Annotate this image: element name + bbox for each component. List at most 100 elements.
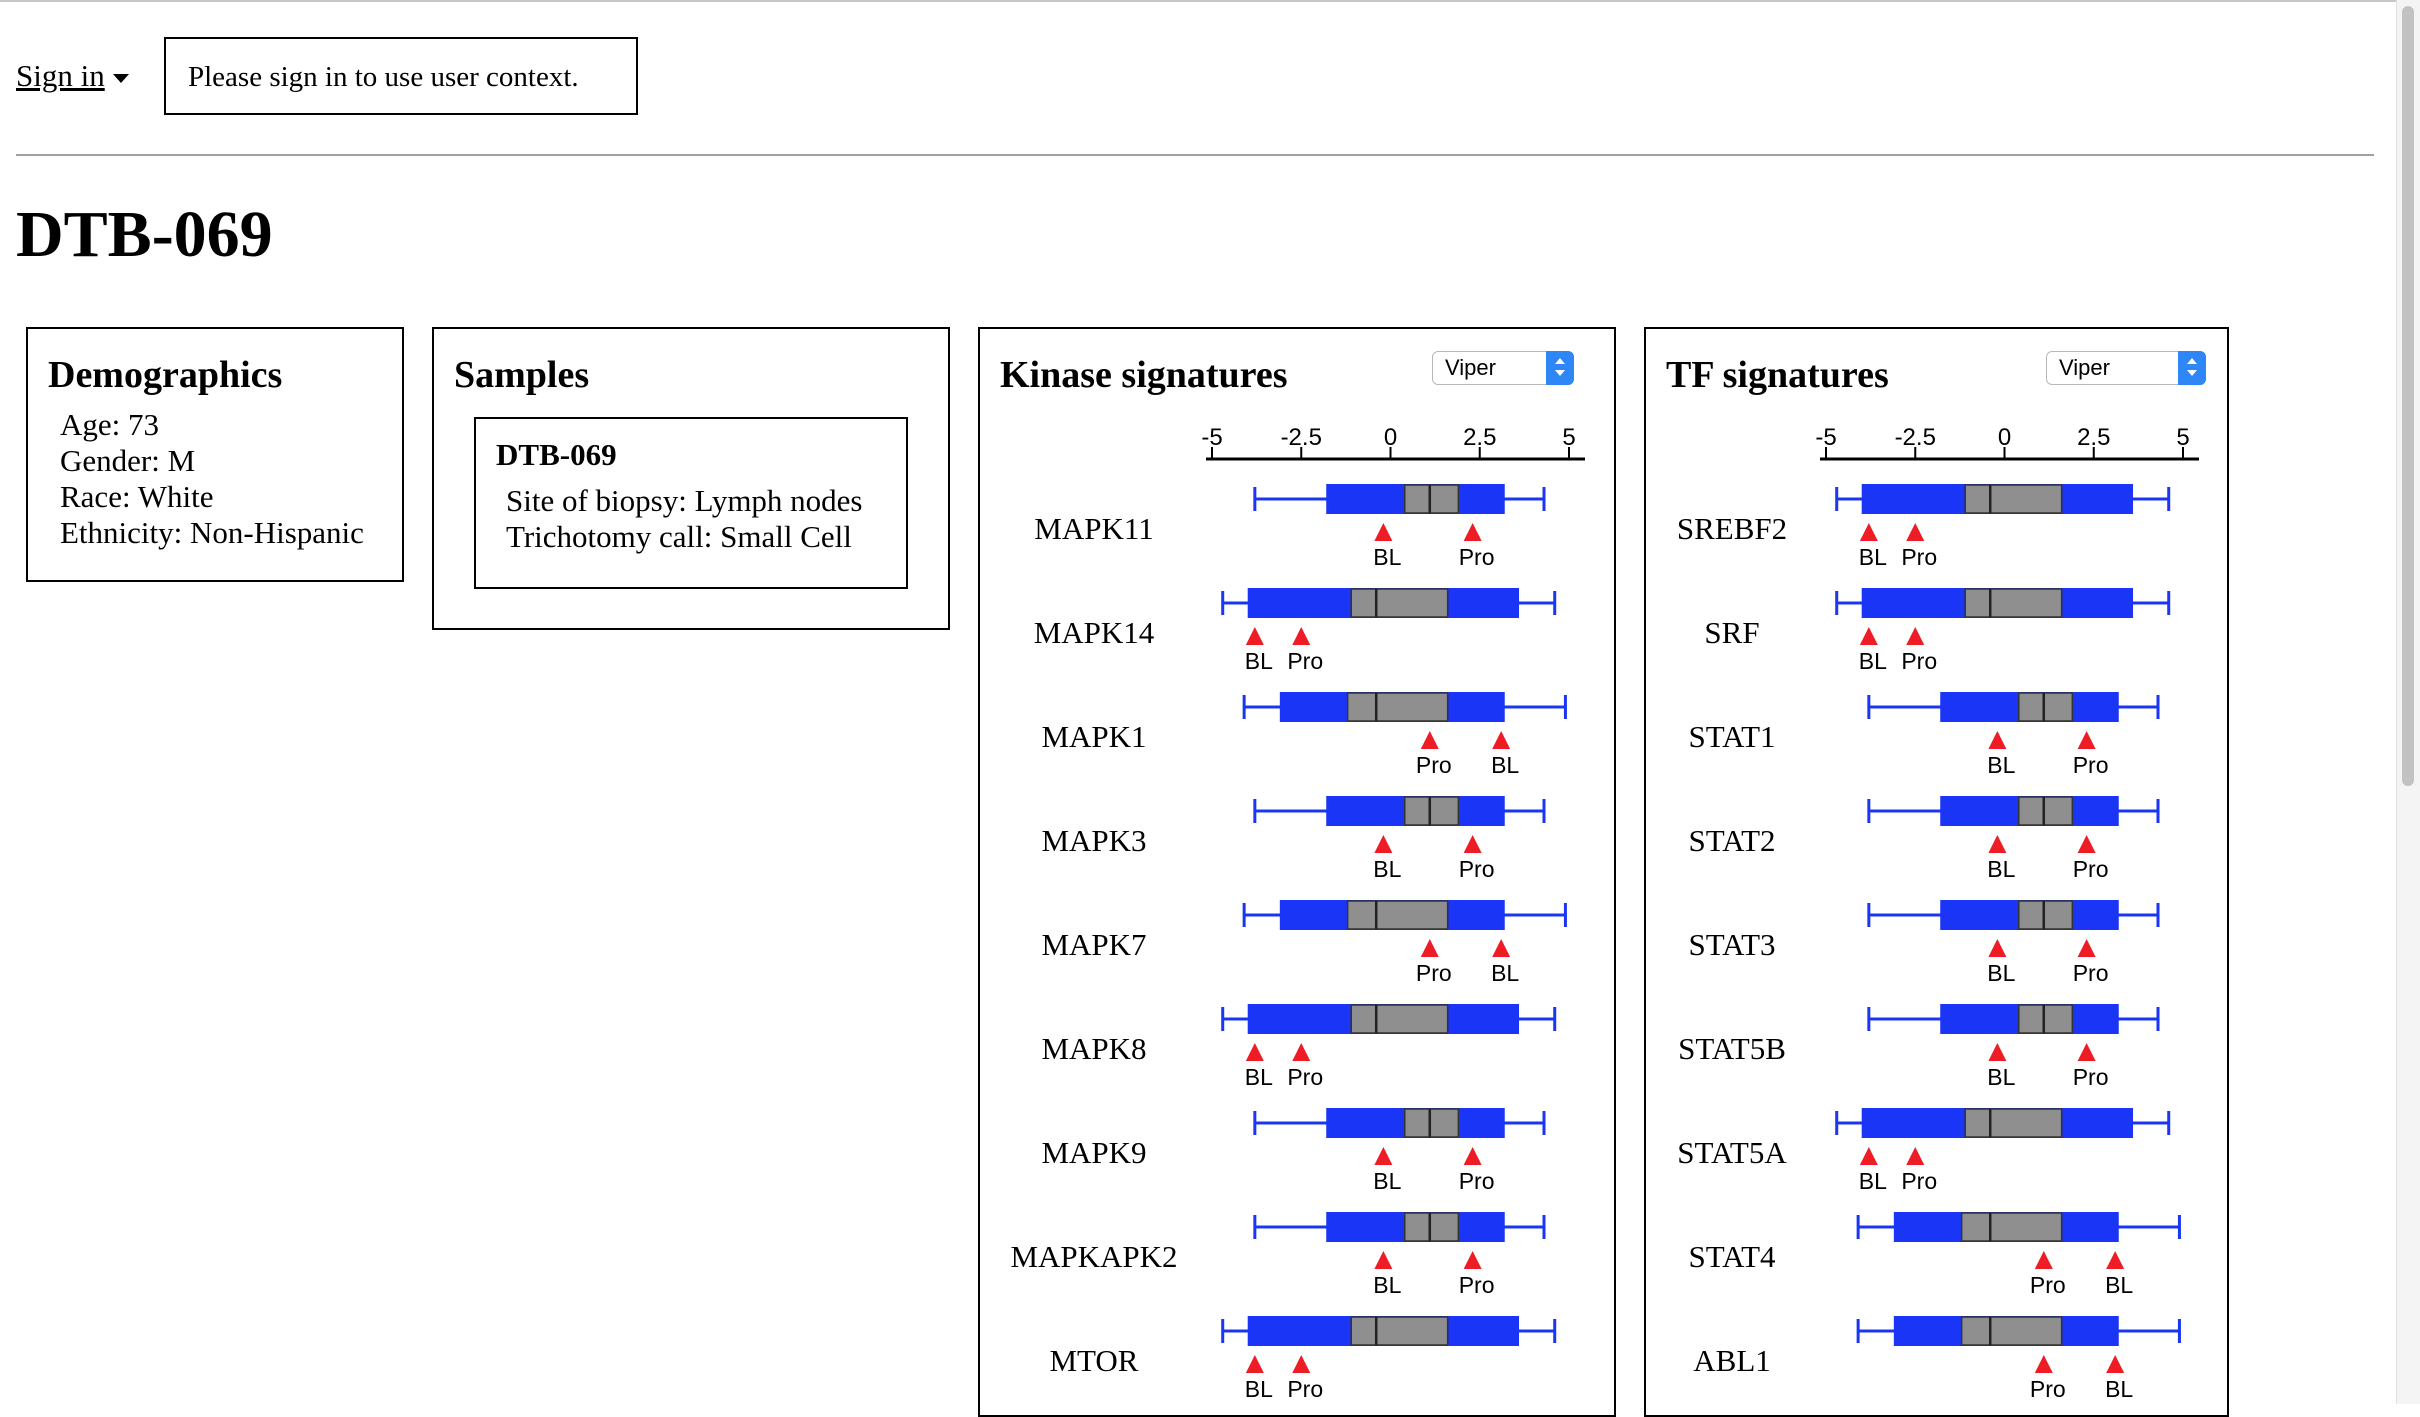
kinase-marker-label-6-pro: Pro — [1459, 1168, 1495, 1194]
kinase-gene-label-mtor: MTOR — [1049, 1343, 1138, 1378]
tf-tick-label-2: 0 — [1998, 424, 2011, 451]
kinase-gene-label-mapk3: MAPK3 — [1041, 823, 1146, 858]
sample-card[interactable]: DTB-069 Site of biopsy: Lymph nodes Tric… — [474, 417, 908, 589]
tf-marker-label-7-bl: BL — [2105, 1272, 2133, 1298]
tf-marker-label-4-pro: Pro — [2073, 960, 2109, 986]
kinase-marker-8-pro — [1292, 1355, 1311, 1373]
tf-marker-label-7-pro: Pro — [2030, 1272, 2066, 1298]
kinase-gene-label-mapk7: MAPK7 — [1041, 927, 1146, 962]
kinase-marker-label-8-pro: Pro — [1287, 1376, 1323, 1399]
page-scrollbar-thumb[interactable] — [2402, 6, 2414, 786]
tf-marker-5-bl — [1988, 1043, 2007, 1061]
tf-gene-label-stat1: STAT1 — [1688, 719, 1775, 754]
kinase-marker-label-2-bl: BL — [1491, 752, 1519, 778]
tf-iqr-8 — [1960, 1316, 2063, 1346]
kinase-marker-2-bl — [1492, 731, 1511, 749]
kinase-panel: Kinase signatures Viper -5 -2.5 0 2.5 5 MAPK1… — [978, 327, 1616, 1417]
tf-marker-7-pro — [2034, 1251, 2053, 1269]
kinase-gene-label-mapk14: MAPK14 — [1034, 615, 1155, 650]
kinase-marker-7-pro — [1463, 1251, 1482, 1269]
sample-name: DTB-069 — [496, 437, 617, 472]
sample-site: Site of biopsy: Lymph nodes — [506, 483, 863, 518]
tf-marker-6-pro — [1906, 1147, 1925, 1165]
kinase-iqr-5 — [1350, 1004, 1449, 1034]
tf-marker-7-bl — [2106, 1251, 2125, 1269]
kinase-marker-7-bl — [1374, 1251, 1393, 1269]
kinase-marker-label-4-bl: BL — [1491, 960, 1519, 986]
tf-marker-label-2-bl: BL — [1987, 752, 2015, 778]
kinase-iqr-6 — [1404, 1108, 1460, 1138]
tf-marker-3-pro — [2077, 835, 2096, 853]
tf-gene-label-stat5a: STAT5A — [1677, 1135, 1787, 1170]
caret-down-icon — [112, 74, 129, 84]
tf-gene-label-stat2: STAT2 — [1688, 823, 1775, 858]
kinase-tick-label-2: 0 — [1384, 424, 1397, 451]
demographics-race: Race: White — [60, 479, 214, 514]
tf-marker-8-pro — [2034, 1355, 2053, 1373]
tf-marker-2-bl — [1988, 731, 2007, 749]
select-arrows-icon — [2178, 351, 2206, 385]
select-arrows-icon — [1546, 351, 1574, 385]
kinase-iqr-2 — [1346, 692, 1449, 722]
kinase-tick-label-1: -2.5 — [1281, 424, 1322, 451]
kinase-iqr-7 — [1404, 1212, 1460, 1242]
tf-gene-label-stat5b: STAT5B — [1678, 1031, 1786, 1066]
kinase-marker-8-bl — [1245, 1355, 1264, 1373]
tf-marker-label-6-pro: Pro — [1901, 1168, 1937, 1194]
tf-marker-0-bl — [1859, 523, 1878, 541]
tf-marker-label-1-pro: Pro — [1901, 648, 1937, 674]
kinase-tick-label-3: 2.5 — [1463, 424, 1496, 451]
tf-method-value: Viper — [2059, 355, 2110, 380]
sign-in-menu[interactable]: Sign in — [16, 58, 129, 94]
tf-marker-label-6-bl: BL — [1859, 1168, 1887, 1194]
tf-tick-label-4: 5 — [2176, 424, 2189, 451]
kinase-gene-label-mapk8: MAPK8 — [1041, 1031, 1146, 1066]
kinase-gene-label-mapk11: MAPK11 — [1034, 511, 1153, 546]
tf-marker-4-pro — [2077, 939, 2096, 957]
sign-in-label: Sign in — [16, 58, 105, 93]
kinase-method-select[interactable]: Viper — [1432, 351, 1574, 385]
kinase-signature-chart: -5 -2.5 0 2.5 5 MAPK11 BL Pro MAPK14 BL Pro MAPK1 Pr… — [1010, 424, 1585, 1399]
kinase-marker-0-pro — [1463, 523, 1482, 541]
kinase-iqr-8 — [1350, 1316, 1449, 1346]
kinase-marker-label-1-bl: BL — [1245, 648, 1273, 674]
kinase-iqr-4 — [1346, 900, 1449, 930]
demographics-gender: Gender: M — [60, 443, 196, 478]
tf-marker-label-0-pro: Pro — [1901, 544, 1937, 570]
tf-iqr-3 — [2018, 796, 2074, 826]
tf-gene-label-abl1: ABL1 — [1693, 1343, 1771, 1378]
kinase-method-value: Viper — [1445, 355, 1496, 380]
kinase-iqr-3 — [1404, 796, 1460, 826]
top-border — [0, 0, 2420, 2]
tf-iqr-4 — [2018, 900, 2074, 930]
tf-iqr-2 — [2018, 692, 2074, 722]
demographics-panel: Demographics Age: 73 Gender: M Race: Whi… — [26, 327, 404, 582]
tf-method-select[interactable]: Viper — [2046, 351, 2206, 385]
tf-marker-label-1-bl: BL — [1859, 648, 1887, 674]
tf-iqr-6 — [1964, 1108, 2063, 1138]
kinase-marker-5-pro — [1292, 1043, 1311, 1061]
tf-panel: TF signatures Viper -5 -2.5 0 2.5 5 SREBF2 BL P… — [1644, 327, 2229, 1417]
kinase-marker-label-1-pro: Pro — [1287, 648, 1323, 674]
kinase-marker-label-0-pro: Pro — [1459, 544, 1495, 570]
tf-marker-8-bl — [2106, 1355, 2125, 1373]
tf-tick-label-3: 2.5 — [2077, 424, 2110, 451]
tf-tick-label-0: -5 — [1815, 424, 1836, 451]
tf-signature-chart: -5 -2.5 0 2.5 5 SREBF2 BL Pro SRF BL Pro STAT1 BL Pro… — [1677, 424, 2199, 1399]
kinase-marker-label-0-bl: BL — [1373, 544, 1401, 570]
tf-marker-label-5-pro: Pro — [2073, 1064, 2109, 1090]
kinase-marker-5-bl — [1245, 1043, 1264, 1061]
kinase-marker-label-7-pro: Pro — [1459, 1272, 1495, 1298]
kinase-marker-0-bl — [1374, 523, 1393, 541]
tf-marker-label-8-bl: BL — [2105, 1376, 2133, 1399]
tf-marker-2-pro — [2077, 731, 2096, 749]
tf-gene-label-stat3: STAT3 — [1688, 927, 1775, 962]
kinase-marker-label-6-bl: BL — [1373, 1168, 1401, 1194]
tf-title: TF signatures — [1666, 354, 1889, 396]
kinase-gene-label-mapk1: MAPK1 — [1041, 719, 1146, 754]
kinase-marker-3-bl — [1374, 835, 1393, 853]
sample-trichotomy: Trichotomy call: Small Cell — [506, 519, 852, 554]
tf-tick-label-1: -2.5 — [1895, 424, 1936, 451]
tf-marker-4-bl — [1988, 939, 2007, 957]
tf-marker-0-pro — [1906, 523, 1925, 541]
